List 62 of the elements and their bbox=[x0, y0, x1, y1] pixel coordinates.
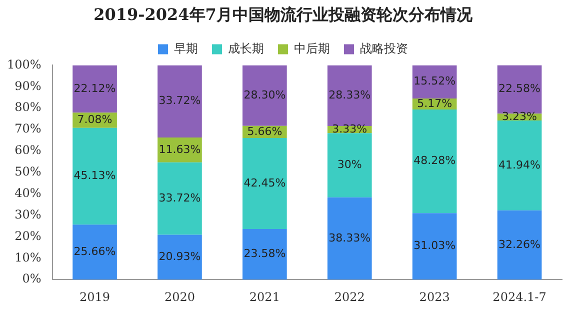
data-label: 45.13% bbox=[74, 169, 116, 182]
bar bbox=[497, 120, 542, 210]
data-label: 25.66% bbox=[74, 244, 116, 258]
data-label: 28.30% bbox=[244, 88, 286, 102]
legend-label: 战略投资 bbox=[360, 42, 408, 56]
data-label: 5.17% bbox=[417, 96, 452, 110]
legend-label: 中后期 bbox=[294, 42, 330, 56]
bar bbox=[327, 197, 372, 280]
data-label: 23.58% bbox=[244, 247, 286, 260]
y-tick-label: 50% bbox=[14, 164, 42, 179]
data-label: 22.12% bbox=[74, 82, 116, 95]
y-tick-label: 20% bbox=[14, 228, 42, 243]
data-label: 33.72% bbox=[158, 94, 201, 108]
data-label: 3.33% bbox=[332, 122, 368, 136]
bar bbox=[72, 224, 117, 280]
data-label: 41.94% bbox=[498, 158, 540, 172]
x-tick-label: 2021 bbox=[249, 290, 280, 304]
x-tick-label: 2023 bbox=[419, 290, 450, 304]
y-tick-label: 100% bbox=[6, 57, 42, 72]
data-label: 28.33% bbox=[328, 88, 371, 102]
data-label: 5.66% bbox=[247, 124, 282, 138]
data-label: 42.45% bbox=[244, 176, 286, 190]
legend-label: 成长期 bbox=[228, 42, 264, 56]
y-tick-label: 70% bbox=[14, 122, 42, 136]
x-tick-label: 2024.1-7 bbox=[492, 290, 546, 304]
bar bbox=[158, 234, 202, 280]
data-label: 3.23% bbox=[502, 110, 537, 123]
data-label: 33.72% bbox=[158, 191, 201, 204]
legend-label: 早期 bbox=[174, 42, 198, 56]
data-label: 30% bbox=[337, 158, 362, 172]
data-label: 32.26% bbox=[498, 238, 540, 251]
bar bbox=[242, 229, 287, 280]
y-tick-label: 80% bbox=[14, 100, 42, 114]
y-tick-label: 0% bbox=[22, 272, 42, 286]
bar bbox=[158, 162, 202, 235]
data-label: 31.03% bbox=[414, 239, 456, 252]
bar bbox=[242, 65, 287, 126]
chart-title: 2019-2024年7月中国物流行业投融资轮次分布情况 bbox=[94, 4, 474, 24]
data-label: 22.58% bbox=[498, 82, 540, 96]
x-tick-label: 2020 bbox=[164, 290, 196, 304]
bar bbox=[412, 213, 457, 280]
y-tick-label: 10% bbox=[14, 250, 42, 264]
y-tick-label: 40% bbox=[14, 186, 42, 200]
bar bbox=[327, 65, 372, 126]
bar bbox=[412, 110, 457, 214]
data-label: 7.08% bbox=[77, 113, 112, 126]
data-label: 38.33% bbox=[328, 231, 371, 244]
y-tick-label: 30% bbox=[14, 207, 42, 222]
data-label: 20.93% bbox=[158, 250, 201, 264]
bar bbox=[242, 138, 287, 230]
data-label: 11.63% bbox=[158, 142, 201, 156]
x-tick-label: 2022 bbox=[334, 290, 365, 304]
y-tick-label: 60% bbox=[14, 143, 42, 158]
x-tick-label: 2019 bbox=[80, 290, 110, 304]
data-label: 15.52% bbox=[414, 74, 456, 88]
bar bbox=[327, 133, 372, 198]
data-label: 48.28% bbox=[414, 154, 456, 168]
bar bbox=[497, 210, 542, 280]
bar bbox=[72, 128, 117, 225]
y-tick-label: 90% bbox=[14, 78, 42, 93]
bar bbox=[72, 65, 117, 113]
bar bbox=[158, 65, 202, 138]
